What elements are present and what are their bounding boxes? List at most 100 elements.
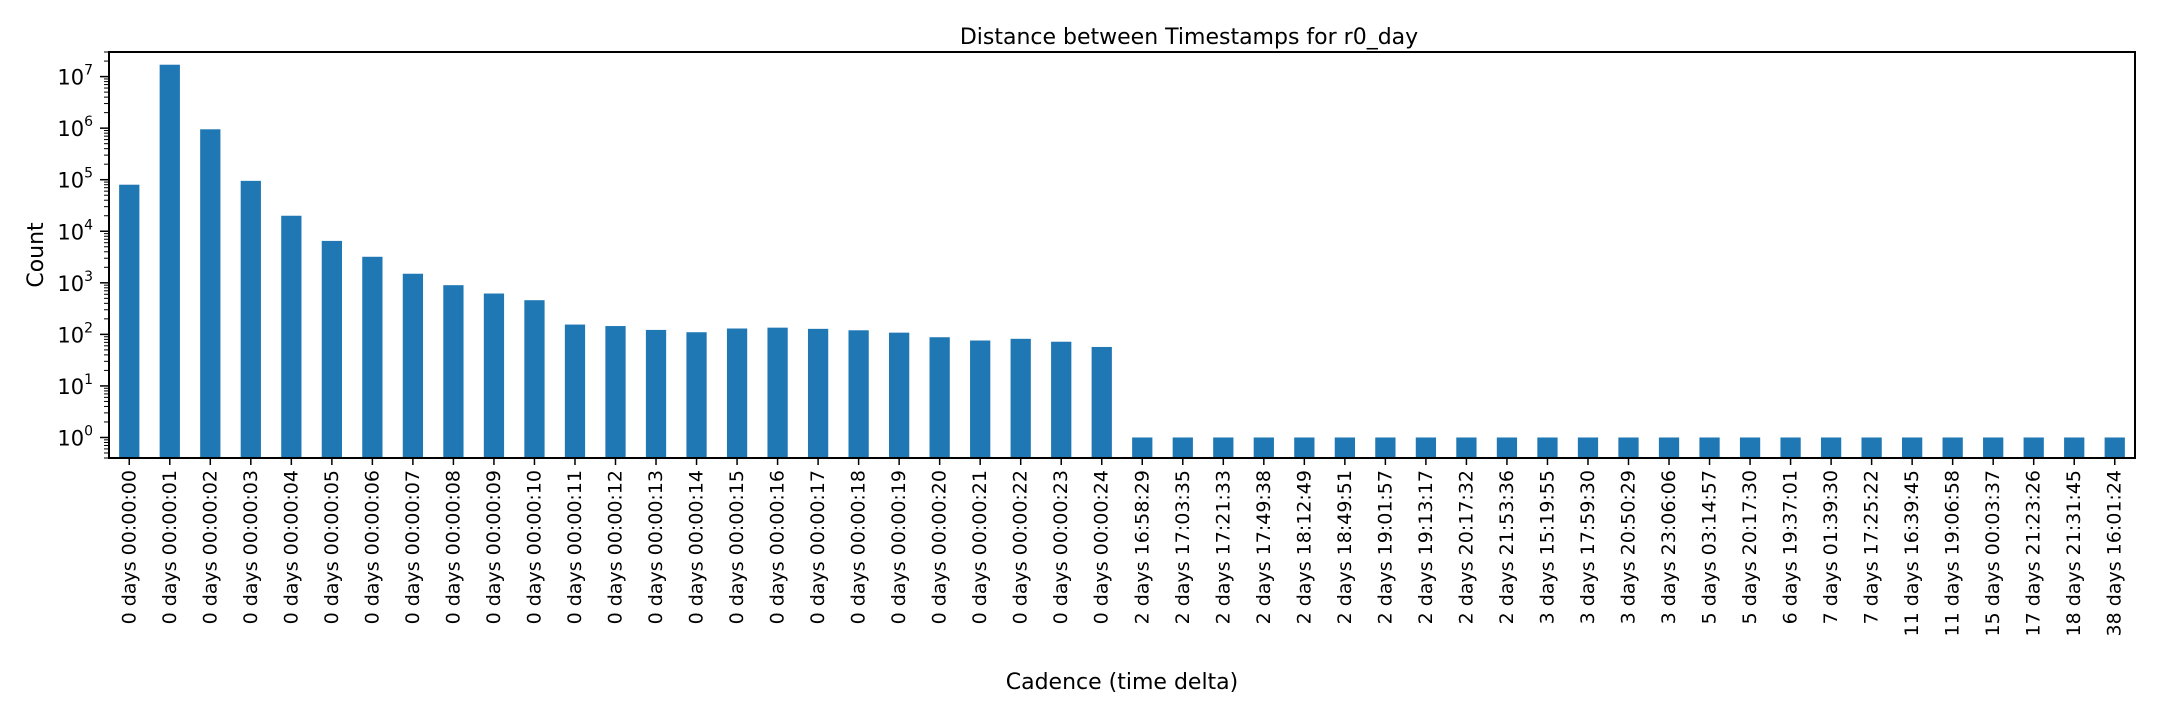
bar <box>483 293 505 458</box>
bar <box>1577 437 1599 458</box>
x-axis-label: Cadence (time delta) <box>1006 670 1239 695</box>
x-tick-label: 0 days 00:00:16 <box>767 470 789 624</box>
bar <box>767 327 788 458</box>
x-tick-label: 18 days 21:31:45 <box>2063 470 2085 636</box>
bar <box>200 129 221 458</box>
x-tick-label: 3 days 17:59:30 <box>1577 470 1599 624</box>
x-tick-label: 0 days 00:00:13 <box>645 470 667 624</box>
bar <box>848 330 869 458</box>
bar <box>2023 437 2044 458</box>
bar <box>726 328 748 458</box>
bar <box>1334 437 1355 458</box>
y-axis-label: Count <box>24 222 49 288</box>
x-tick-label: 0 days 00:00:14 <box>686 470 708 624</box>
bar <box>1902 437 1923 458</box>
x-tick-label: 2 days 19:13:17 <box>1415 470 1437 624</box>
bar <box>645 329 667 458</box>
bar <box>1051 341 1072 458</box>
bar <box>240 180 261 459</box>
x-tick-label: 2 days 19:01:57 <box>1374 470 1396 624</box>
bar <box>159 64 180 459</box>
y-tick-label: 100 <box>57 423 93 450</box>
bar <box>2104 437 2125 458</box>
bar <box>119 184 140 458</box>
bar <box>1861 437 1882 458</box>
bar <box>1213 437 1234 458</box>
bar <box>1294 437 1315 458</box>
x-tick-label: 3 days 23:06:06 <box>1658 470 1680 624</box>
bar <box>605 326 626 458</box>
bar <box>1780 437 1801 458</box>
x-tick-label: 2 days 20:17:32 <box>1455 470 1477 624</box>
x-tick-label: 0 days 00:00:17 <box>807 470 829 624</box>
x-tick-label: 6 days 19:37:01 <box>1780 470 1802 624</box>
bar <box>1132 437 1153 458</box>
x-tick-label: 3 days 15:19:55 <box>1536 470 1558 624</box>
bar <box>1942 437 1963 458</box>
plot-frame <box>108 51 2136 459</box>
x-tick-label: 0 days 00:00:22 <box>1010 470 1032 624</box>
x-tick-label: 0 days 00:00:12 <box>605 470 627 624</box>
x-tick-label: 0 days 00:00:10 <box>523 470 545 624</box>
y-tick-label: 106 <box>57 114 93 141</box>
bar <box>1496 437 1518 458</box>
bar <box>686 332 707 458</box>
x-tick-label: 0 days 00:00:04 <box>280 470 302 624</box>
bar <box>1699 437 1720 458</box>
x-tick-label: 11 days 16:39:45 <box>1901 470 1923 636</box>
bar <box>443 285 464 458</box>
x-tick-label: 3 days 20:50:29 <box>1618 470 1640 624</box>
x-tick-label: 0 days 00:00:18 <box>848 470 870 624</box>
x-tick-label: 0 days 00:00:00 <box>118 470 140 624</box>
x-tick-label: 2 days 16:58:29 <box>1131 470 1153 624</box>
x-tick-label: 11 days 19:06:58 <box>1942 470 1964 636</box>
x-tick-label: 0 days 00:00:20 <box>929 470 951 624</box>
x-tick-label: 7 days 01:39:30 <box>1820 470 1842 624</box>
bar <box>362 256 383 458</box>
x-tick-label: 0 days 00:00:07 <box>402 470 424 624</box>
y-tick-label: 101 <box>57 372 93 399</box>
y-tick-label: 104 <box>57 217 93 244</box>
bars-group <box>119 64 2125 459</box>
x-tick-label: 38 days 16:01:24 <box>2104 470 2126 636</box>
bar <box>1739 437 1761 458</box>
x-tick-label: 0 days 00:00:19 <box>888 470 910 624</box>
x-tick-label: 2 days 21:53:36 <box>1496 470 1518 624</box>
bar <box>1618 437 1639 458</box>
y-axis: 100 101 102 103 104 105 106 107 <box>57 51 109 459</box>
bar <box>1820 437 1842 458</box>
x-tick-label: 2 days 18:49:51 <box>1334 470 1356 624</box>
x-tick-label: 2 days 17:03:35 <box>1172 470 1194 624</box>
bar <box>2064 437 2085 458</box>
x-tick-label: 0 days 00:00:24 <box>1091 470 1113 624</box>
bar <box>970 340 991 458</box>
x-axis: 0 days 00:00:00 0 days 00:00:01 0 days 00:… <box>118 458 2126 636</box>
x-tick-label: 0 days 00:00:06 <box>361 470 383 624</box>
bar <box>1658 437 1680 458</box>
bar <box>807 328 829 458</box>
bar <box>1983 437 2004 458</box>
x-tick-label: 0 days 00:00:02 <box>199 470 221 624</box>
bar <box>1375 437 1396 458</box>
bar <box>524 300 545 458</box>
x-tick-label: 0 days 00:00:11 <box>564 470 586 624</box>
bar <box>1537 437 1558 458</box>
x-tick-label: 0 days 00:00:21 <box>969 470 991 624</box>
x-tick-label: 0 days 00:00:05 <box>321 470 343 624</box>
bar <box>1456 437 1477 458</box>
x-tick-label: 15 days 00:03:37 <box>1982 470 2004 636</box>
x-tick-label: 2 days 18:12:49 <box>1293 470 1315 624</box>
x-tick-label: 0 days 00:00:01 <box>159 470 181 624</box>
y-tick-label: 103 <box>57 269 93 296</box>
bar <box>1172 437 1193 458</box>
bar <box>1253 437 1274 458</box>
x-tick-label: 2 days 17:21:33 <box>1212 470 1234 624</box>
bar <box>402 273 424 458</box>
bar <box>1415 437 1437 458</box>
bar <box>889 332 910 458</box>
y-tick-label: 107 <box>57 63 93 90</box>
x-tick-label: 5 days 03:14:57 <box>1699 470 1721 624</box>
y-tick-label: 105 <box>57 166 93 193</box>
x-tick-label: 0 days 00:00:08 <box>442 470 464 624</box>
